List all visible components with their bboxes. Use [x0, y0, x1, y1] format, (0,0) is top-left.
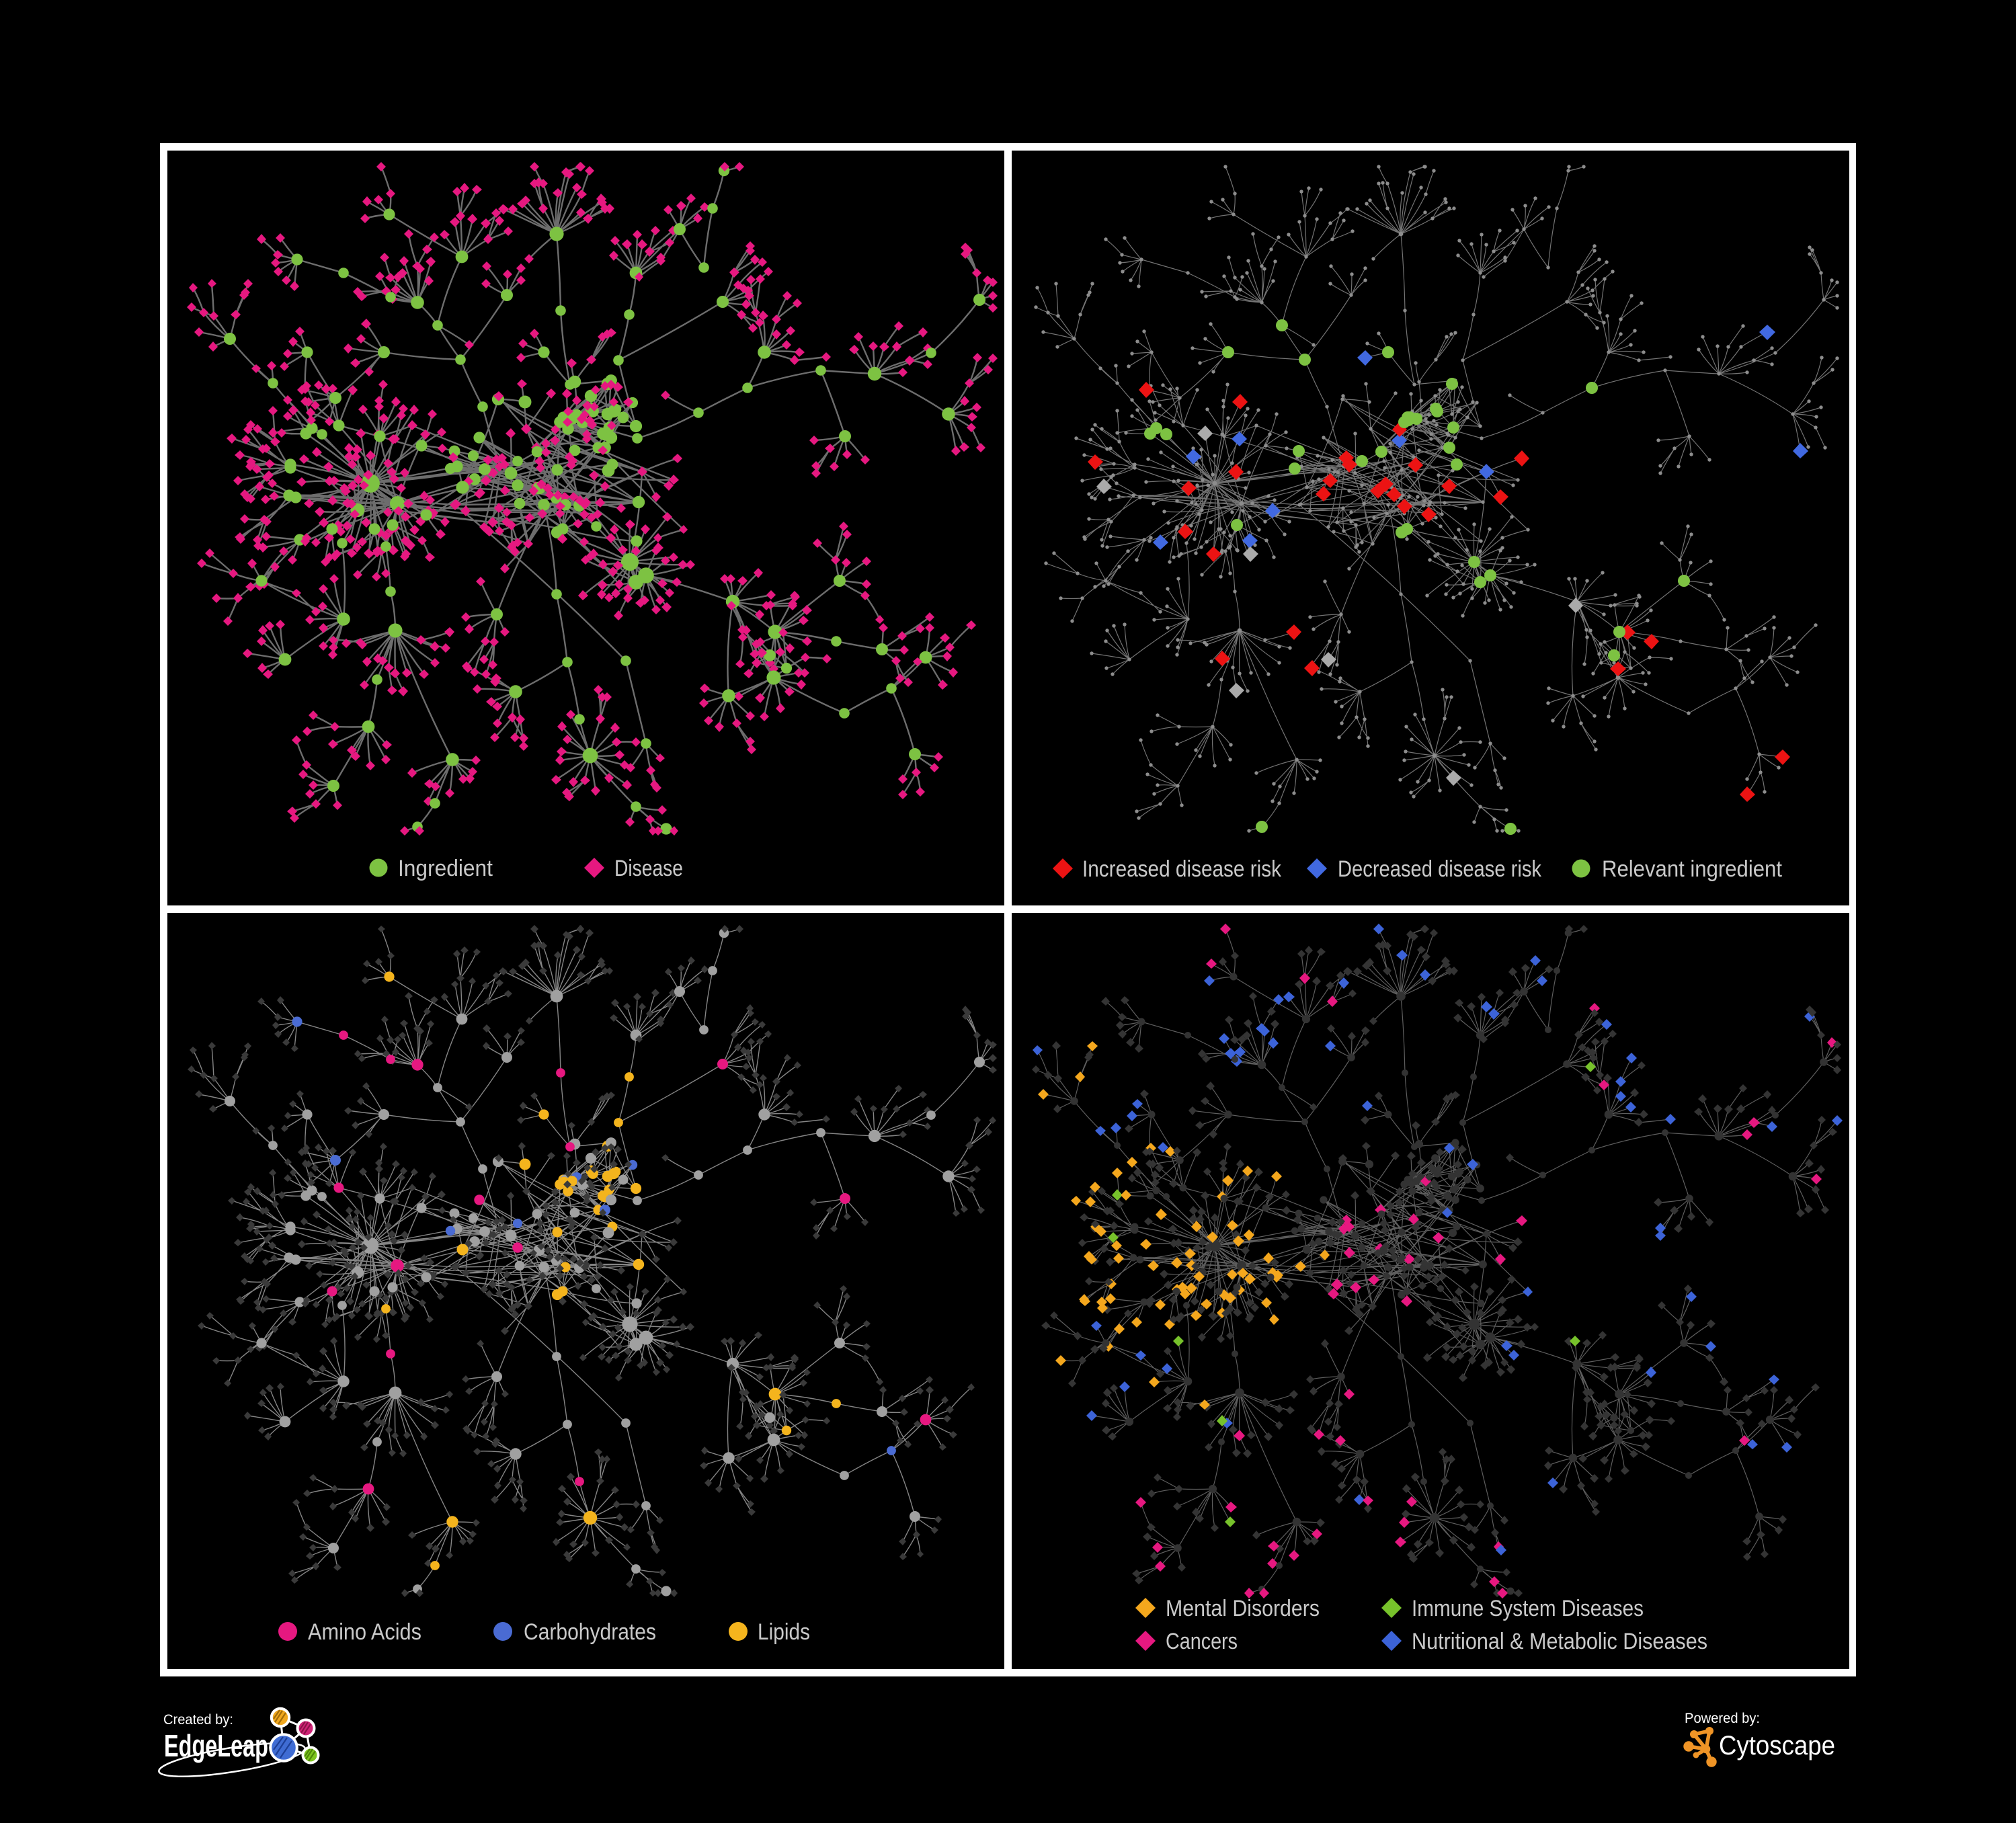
svg-text:Increased disease risk: Increased disease risk [1082, 856, 1282, 882]
svg-text:Amino Acids: Amino Acids [308, 1619, 421, 1645]
svg-text:Created by:: Created by: [163, 1712, 233, 1728]
svg-text:Relevant ingredient: Relevant ingredient [1602, 856, 1783, 882]
svg-text:Powered by:: Powered by: [1685, 1711, 1760, 1726]
svg-text:Lipids: Lipids [758, 1619, 810, 1645]
svg-text:Immune System Diseases: Immune System Diseases [1412, 1596, 1644, 1621]
svg-text:Disease: Disease [614, 856, 683, 881]
svg-text:Mental Disorders: Mental Disorders [1166, 1596, 1320, 1621]
svg-text:Cancers: Cancers [1166, 1629, 1238, 1654]
svg-text:Ingredient: Ingredient [398, 856, 493, 881]
svg-text:Carbohydrates: Carbohydrates [524, 1619, 656, 1645]
svg-text:Nutritional & Metabolic Diseas: Nutritional & Metabolic Diseases [1412, 1629, 1707, 1654]
svg-text:Decreased disease risk: Decreased disease risk [1338, 856, 1542, 882]
svg-text:Cytoscape: Cytoscape [1719, 1731, 1835, 1760]
svg-text:EdgeLeap: EdgeLeap [164, 1728, 268, 1763]
